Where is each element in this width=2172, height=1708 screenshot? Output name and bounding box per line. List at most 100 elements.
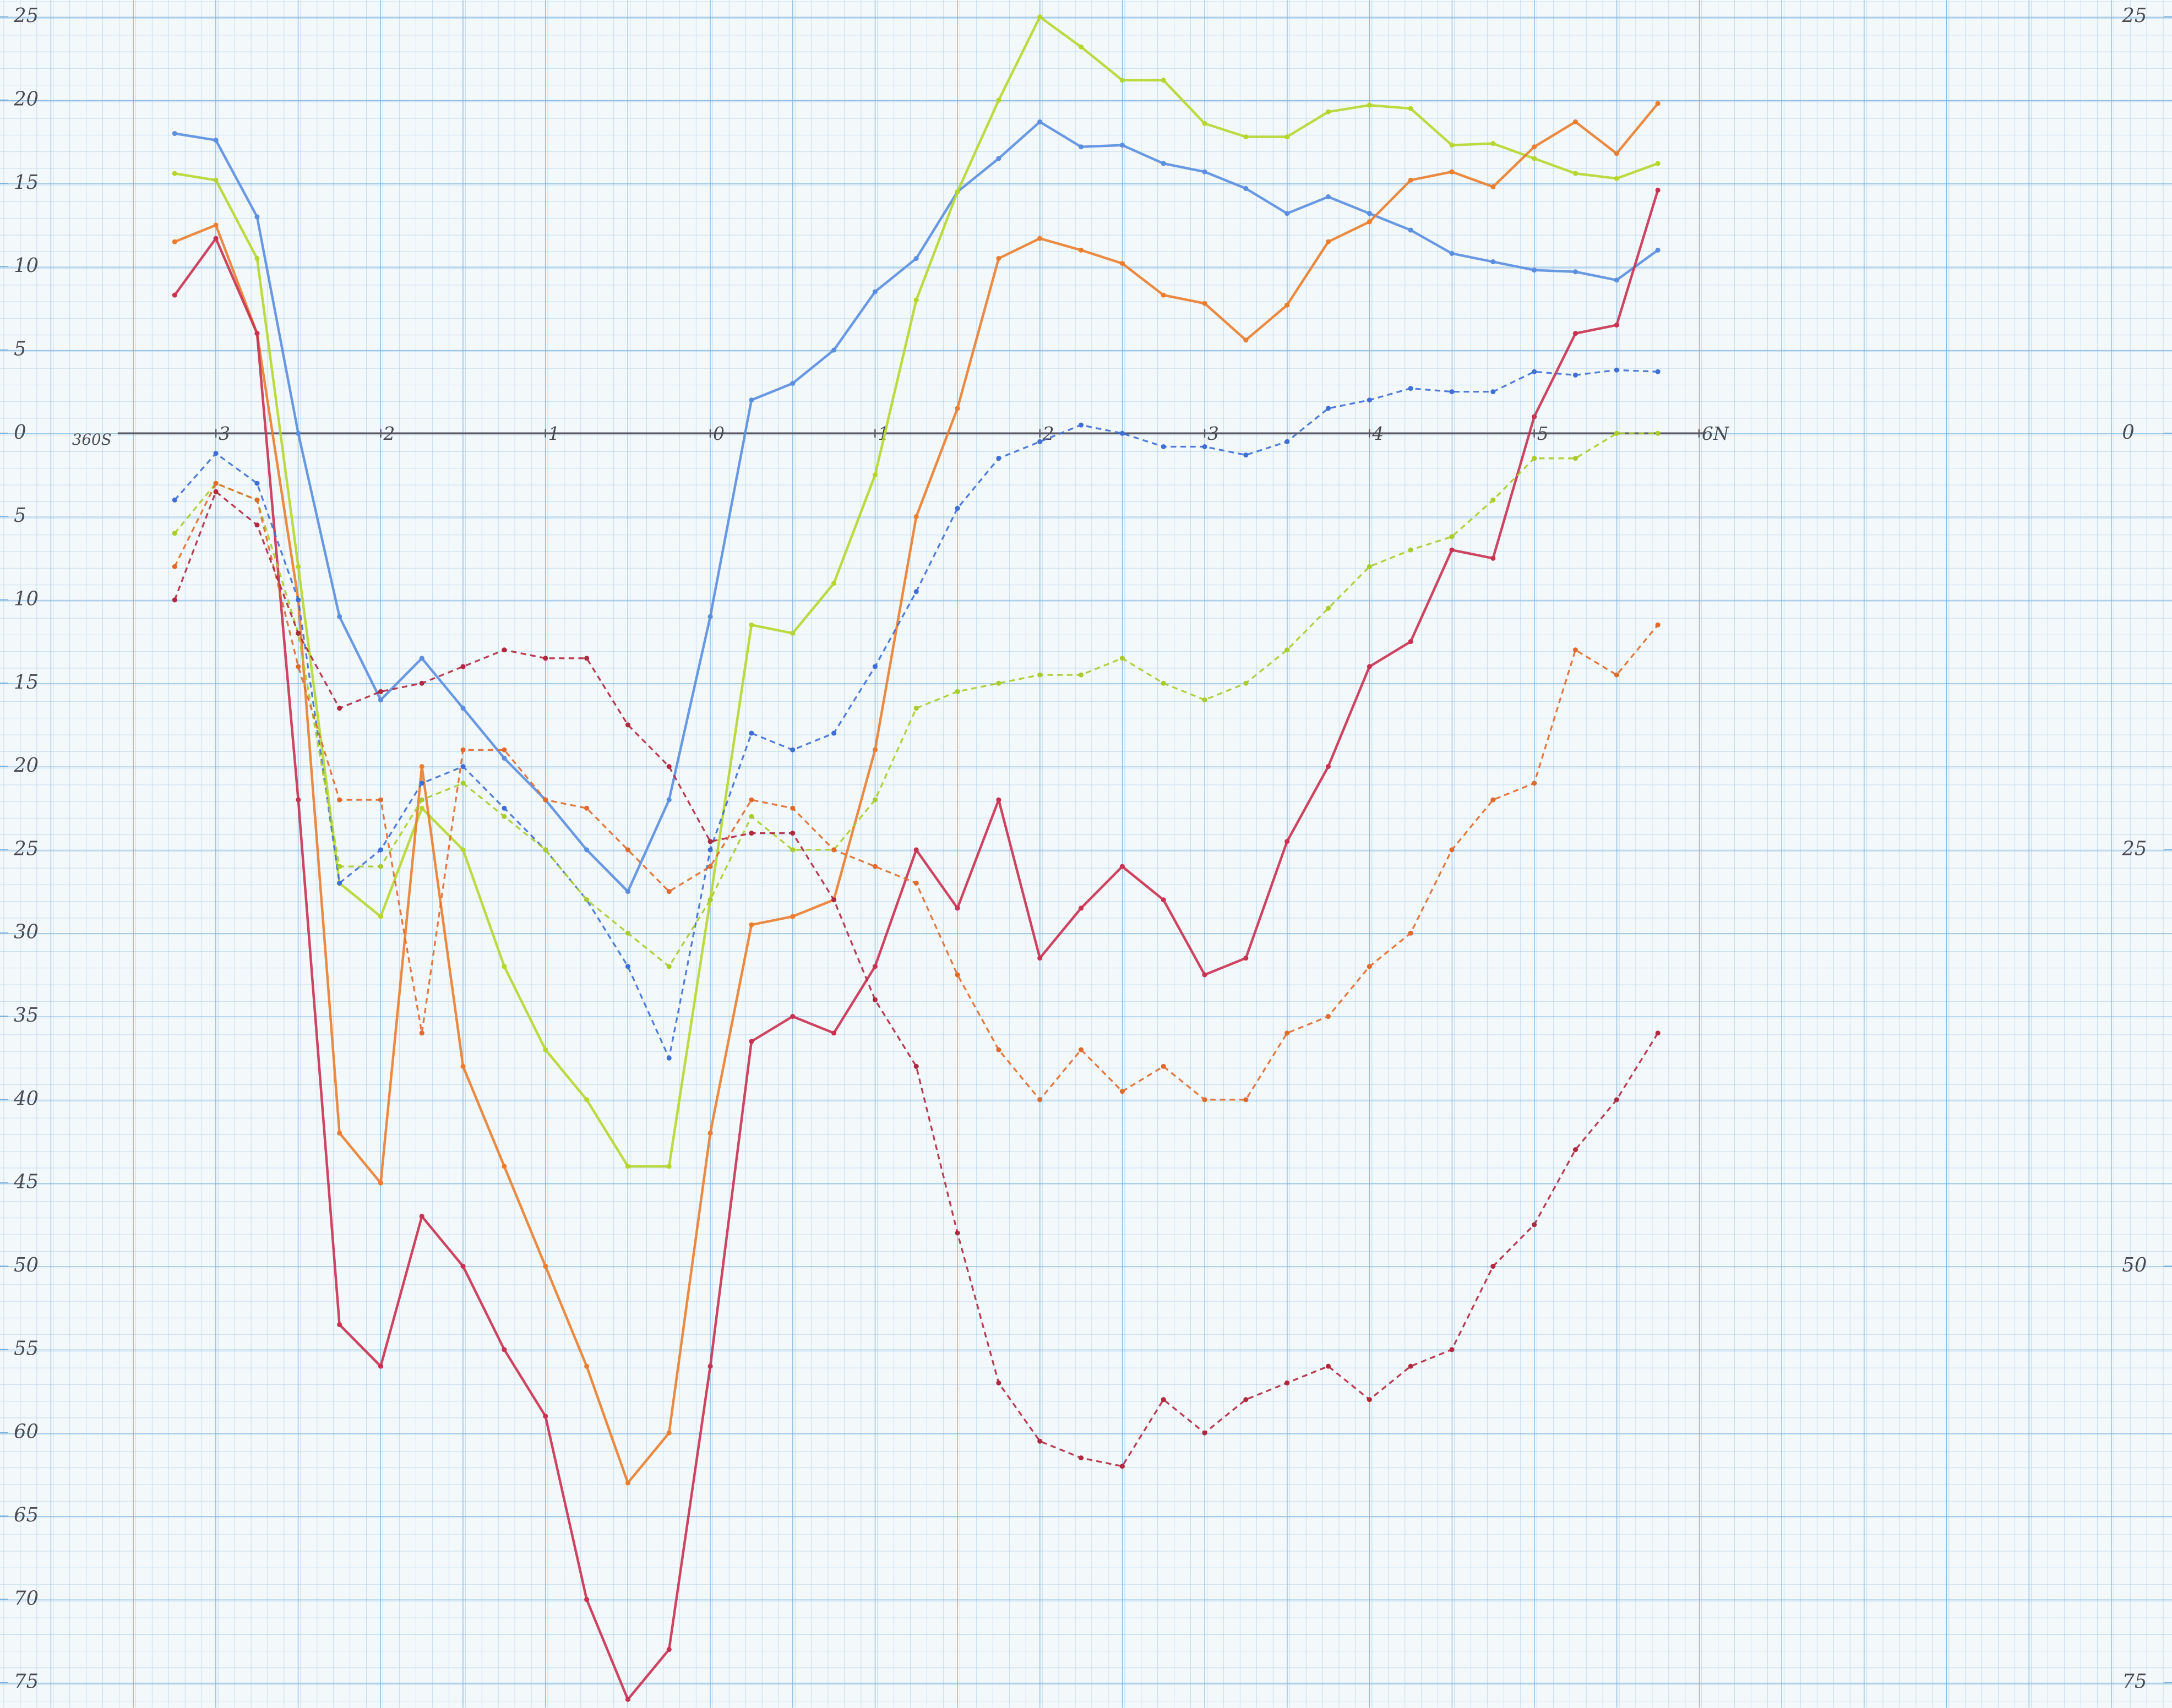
point	[955, 972, 960, 978]
point	[1037, 14, 1043, 20]
point	[213, 236, 219, 241]
point	[460, 847, 466, 853]
point	[913, 1063, 919, 1069]
point	[296, 664, 301, 669]
point	[1037, 1097, 1043, 1103]
y2-tick-label: 25	[2121, 837, 2147, 860]
point	[913, 706, 919, 711]
point	[1614, 367, 1619, 373]
point	[1408, 106, 1413, 111]
point	[1243, 956, 1249, 961]
point	[502, 747, 507, 752]
point	[913, 255, 919, 261]
point	[1532, 456, 1537, 461]
point	[1490, 797, 1496, 803]
x-tick-label: 1	[548, 423, 560, 444]
point	[1614, 430, 1619, 436]
point	[584, 1363, 590, 1369]
point	[419, 680, 424, 686]
point	[707, 839, 713, 844]
point	[378, 797, 383, 803]
point	[1078, 44, 1084, 50]
point	[1037, 956, 1043, 961]
point	[913, 514, 919, 520]
point	[213, 222, 219, 228]
point	[1325, 1363, 1331, 1369]
point	[584, 1097, 590, 1103]
point	[1161, 161, 1166, 166]
point	[1655, 161, 1661, 166]
y-tick-label: 30	[14, 921, 39, 943]
point	[543, 1264, 548, 1269]
point	[1284, 439, 1290, 444]
x-tick-label: 3	[219, 423, 230, 444]
y-tick-label: 65	[14, 1504, 39, 1526]
point	[172, 292, 177, 298]
point	[419, 1030, 424, 1036]
point	[1408, 1363, 1413, 1369]
point	[1367, 102, 1372, 108]
point	[955, 189, 960, 194]
point	[1408, 227, 1413, 233]
point	[419, 656, 424, 661]
point	[1161, 897, 1166, 903]
point	[1284, 647, 1290, 653]
point	[1325, 1014, 1331, 1019]
point	[749, 1039, 754, 1044]
point	[1572, 269, 1578, 275]
point	[337, 1130, 342, 1136]
point	[460, 1264, 466, 1269]
point	[1078, 1455, 1084, 1461]
point	[1367, 397, 1372, 403]
point	[543, 656, 548, 661]
x-tick-label: 6N	[1702, 423, 1730, 444]
point	[1325, 764, 1331, 770]
point	[1490, 555, 1496, 561]
point	[666, 1647, 672, 1652]
point	[996, 255, 1001, 261]
point	[172, 239, 177, 244]
x-tick-label: 3	[1207, 423, 1219, 444]
point	[337, 1322, 342, 1328]
point	[996, 797, 1001, 803]
point	[460, 747, 466, 752]
point	[1449, 169, 1455, 174]
point	[1325, 406, 1331, 411]
x-tick-label: 5	[1537, 423, 1549, 444]
point	[1161, 444, 1166, 450]
point	[831, 1030, 837, 1036]
point	[584, 656, 590, 661]
point	[1408, 386, 1413, 391]
y-tick-label: 50	[14, 1254, 39, 1276]
point	[831, 897, 837, 903]
y-tick-label: 15	[14, 671, 39, 694]
point	[337, 880, 342, 886]
point	[1572, 331, 1578, 336]
point	[666, 1430, 672, 1436]
point	[996, 1047, 1001, 1052]
point	[172, 171, 177, 176]
point	[296, 597, 301, 603]
point	[1284, 211, 1290, 216]
point	[543, 797, 548, 803]
point	[1325, 605, 1331, 611]
y-tick-label: 40	[13, 1087, 39, 1110]
point	[996, 680, 1001, 686]
point	[1202, 301, 1207, 306]
point	[1243, 1097, 1249, 1103]
point	[1119, 1464, 1125, 1469]
point	[749, 814, 754, 819]
point	[1490, 389, 1496, 395]
point	[1614, 277, 1619, 283]
point	[707, 1363, 713, 1369]
point	[1037, 672, 1043, 678]
y-tick-label: 5	[14, 504, 26, 527]
point	[831, 581, 837, 586]
point	[666, 964, 672, 969]
y-tick-label: 70	[14, 1587, 39, 1609]
point	[749, 397, 754, 403]
point	[790, 380, 796, 386]
point	[1284, 1380, 1290, 1385]
point	[1202, 121, 1207, 126]
